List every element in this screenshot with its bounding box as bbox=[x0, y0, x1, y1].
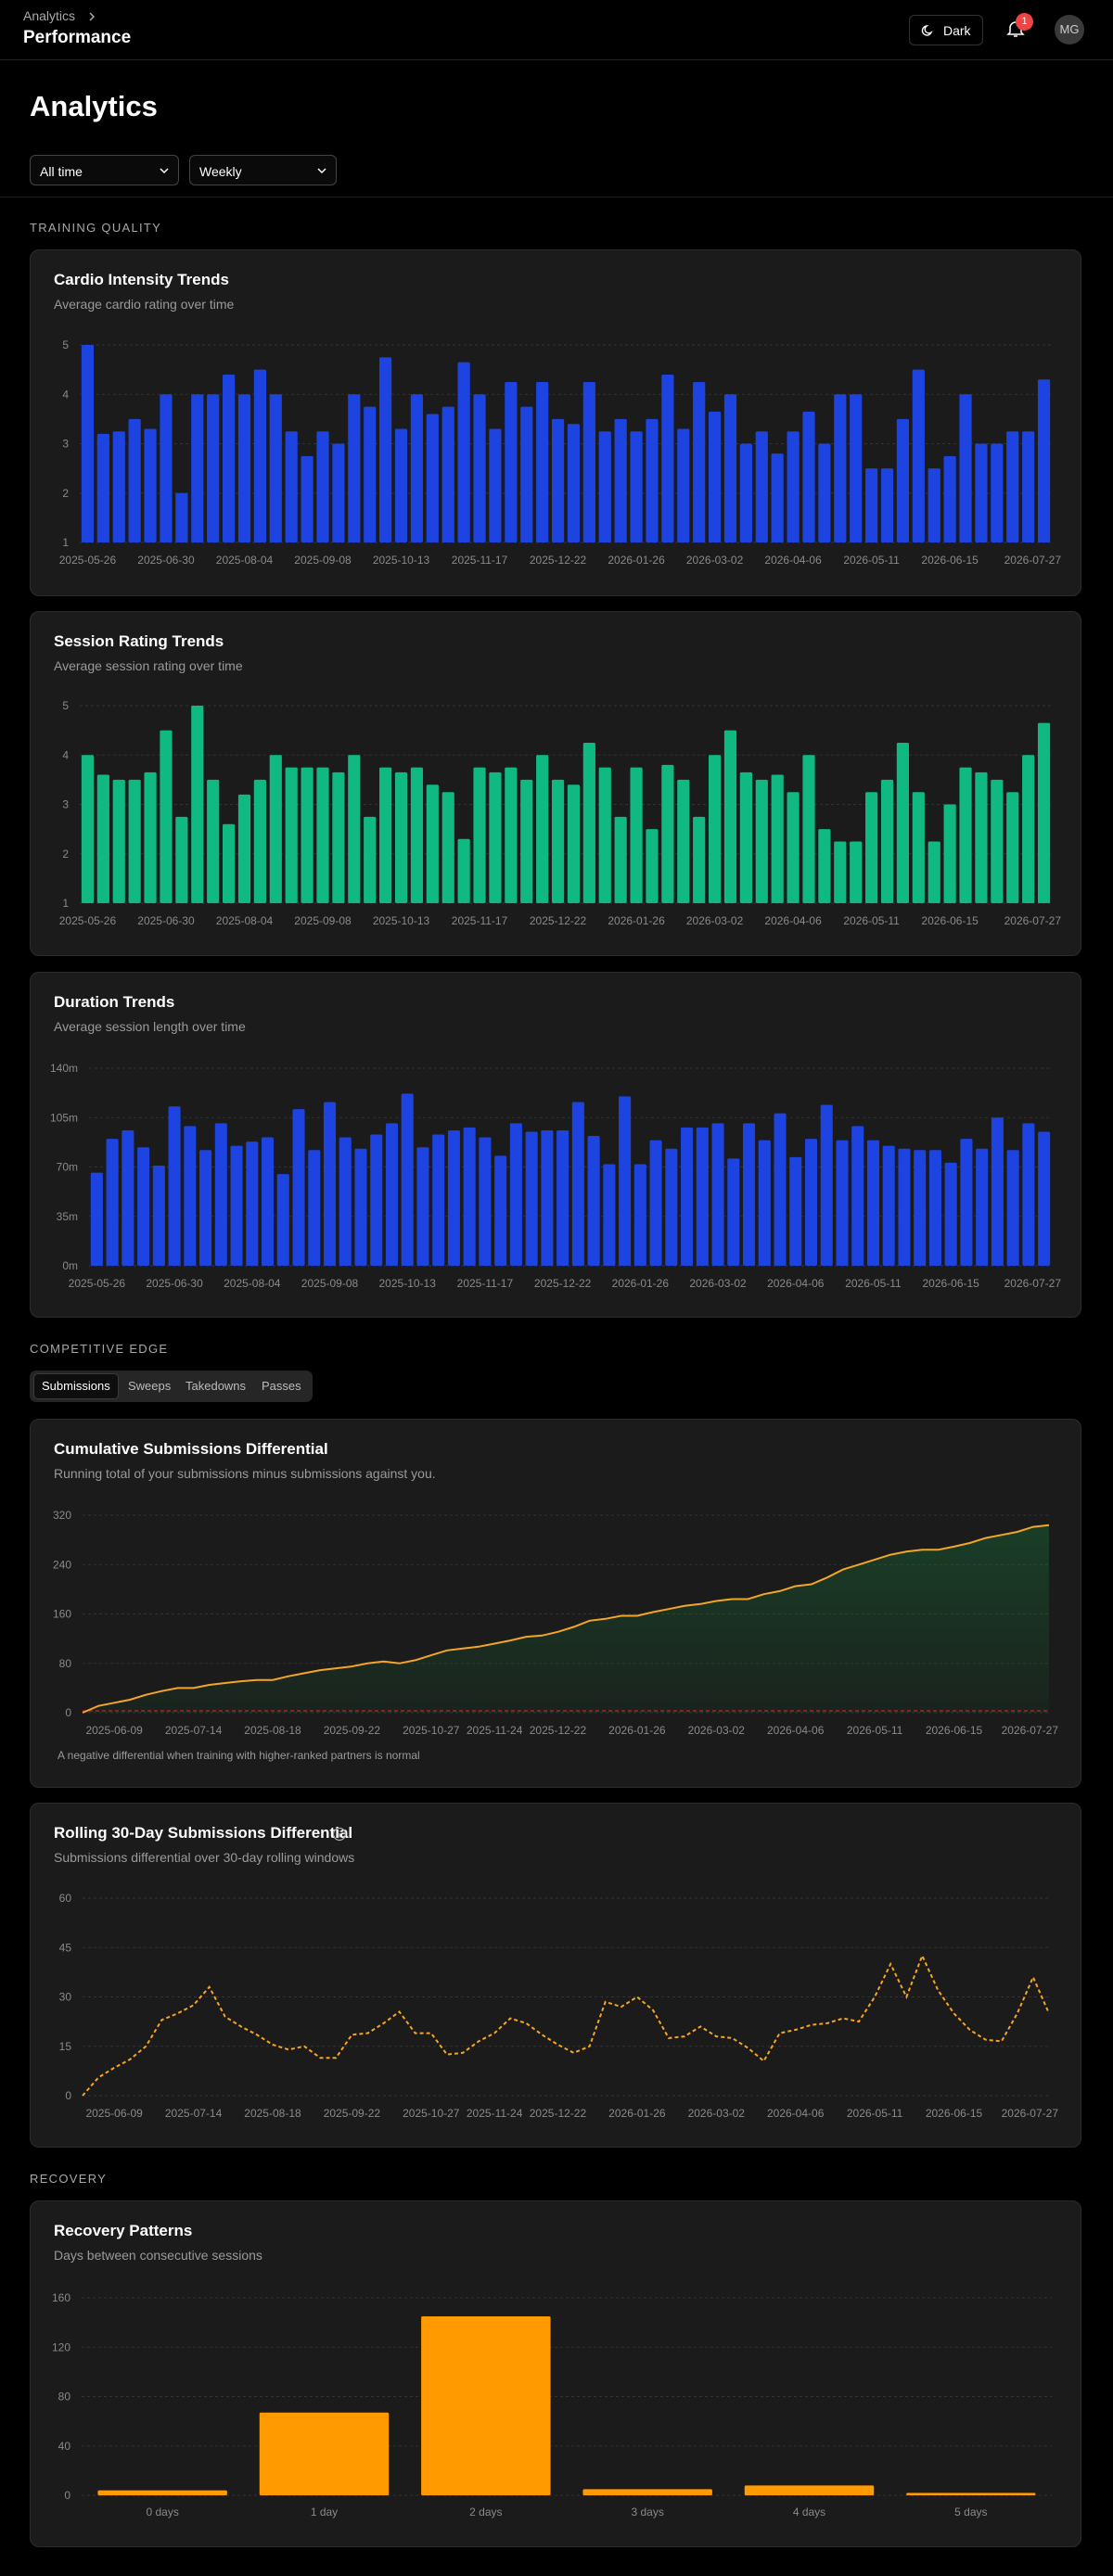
chart-title: Cardio Intensity Trends bbox=[54, 271, 229, 288]
section-label: COMPETITIVE EDGE bbox=[30, 1342, 169, 1356]
tab[interactable]: Takedowns bbox=[186, 1379, 247, 1393]
tab-bar: Submissions Sweeps Takedowns Passes bbox=[30, 1371, 313, 1402]
chart-card: Cumulative Submissions Differential Runni… bbox=[30, 1419, 1081, 1788]
theme-label: Dark bbox=[943, 23, 971, 38]
dropdown-arrow bbox=[160, 168, 169, 174]
page-heading: Performance bbox=[23, 28, 132, 47]
theme-button[interactable]: Dark bbox=[909, 15, 983, 45]
chart-subtitle: Average cardio rating over time bbox=[54, 297, 235, 312]
notification-badge: 1 bbox=[1016, 13, 1033, 31]
chart-card: Session Rating Trends Average session rat… bbox=[30, 611, 1081, 956]
chart-title: Session Rating Trends bbox=[54, 632, 224, 650]
breadcrumb[interactable]: Analytics bbox=[23, 8, 76, 23]
interval-select[interactable]: Weekly bbox=[189, 155, 337, 185]
chart-note: A negative differential when training wi… bbox=[58, 1749, 420, 1762]
chart-subtitle: Running total of your submissions minus … bbox=[54, 1466, 436, 1481]
chart-subtitle: Days between consecutive sessions bbox=[54, 2248, 262, 2263]
tab[interactable]: Sweeps bbox=[128, 1379, 172, 1393]
moon-icon bbox=[921, 25, 933, 36]
info-icon[interactable] bbox=[332, 1827, 347, 1842]
chart-title: Recovery Patterns bbox=[54, 2222, 193, 2239]
chart-subtitle: Average session rating over time bbox=[54, 658, 243, 673]
chart-subtitle: Submissions differential over 30-day rol… bbox=[54, 1850, 355, 1865]
range-value: All time bbox=[40, 164, 83, 179]
chart-title: Cumulative Submissions Differential bbox=[54, 1440, 328, 1458]
range-select[interactable]: All time bbox=[30, 155, 179, 185]
chart-title: Rolling 30-Day Submissions Differential bbox=[54, 1824, 353, 1842]
divider bbox=[0, 197, 1113, 198]
chevron bbox=[89, 12, 96, 21]
tab[interactable]: Submissions bbox=[33, 1373, 119, 1399]
page-title: Analytics bbox=[30, 90, 158, 122]
top-bar: Analytics Performance Dark 1 MG bbox=[0, 0, 1113, 60]
chart-card: Cardio Intensity Trends Average cardio ra… bbox=[30, 249, 1081, 596]
dropdown-arrow bbox=[317, 168, 326, 174]
chart-card: Duration Trends Average session length ov… bbox=[30, 972, 1081, 1318]
chart-card: Recovery Patterns Days between consecutiv… bbox=[30, 2200, 1081, 2547]
chart-subtitle: Average session length over time bbox=[54, 1019, 246, 1034]
chart-card: Rolling 30-Day Submissions Differential … bbox=[30, 1803, 1081, 2148]
avatar[interactable]: MG bbox=[1055, 15, 1084, 45]
interval-value: Weekly bbox=[199, 164, 242, 179]
section-label: RECOVERY bbox=[30, 2172, 108, 2186]
tab[interactable]: Passes bbox=[262, 1379, 301, 1393]
section-label: TRAINING QUALITY bbox=[30, 221, 162, 235]
chart-title: Duration Trends bbox=[54, 993, 175, 1011]
